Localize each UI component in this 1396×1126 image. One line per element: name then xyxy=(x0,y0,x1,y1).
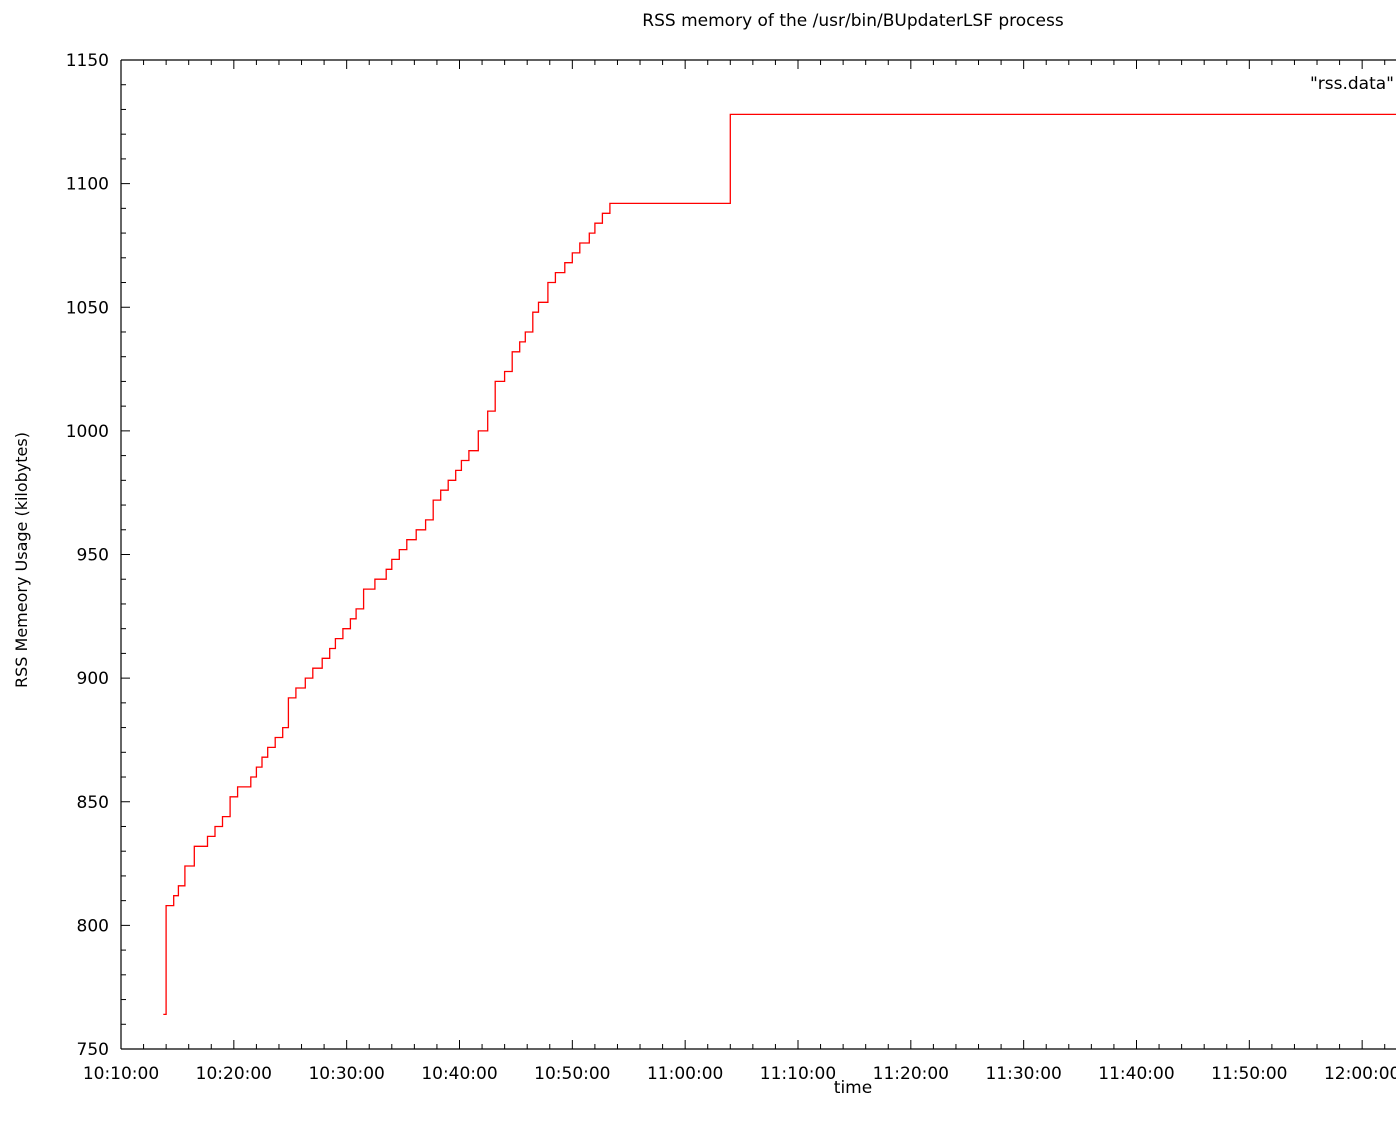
x-tick-label: 10:30:00 xyxy=(308,1064,384,1084)
x-tick-label: 11:30:00 xyxy=(985,1064,1061,1084)
tick-labels: 750 800 850 900 950 1000 1050 1100 1150 10:10:00 1… xyxy=(66,51,1396,1084)
x-tick-label: 11:00:00 xyxy=(647,1064,723,1084)
x-tick-label: 10:50:00 xyxy=(534,1064,610,1084)
x-tick-label: 11:10:00 xyxy=(760,1064,836,1084)
x-tick-label: 11:40:00 xyxy=(1098,1064,1174,1084)
y-tick-label: 850 xyxy=(77,793,109,813)
x-tick-label: 11:50:00 xyxy=(1211,1064,1287,1084)
chart-title: RSS memory of the /usr/bin/BUpdaterLSF p… xyxy=(642,11,1064,31)
series-group xyxy=(163,113,1396,1016)
series-line xyxy=(163,113,1396,1016)
x-tick-label: 10:10:00 xyxy=(83,1064,159,1084)
axes xyxy=(120,59,1396,1050)
legend-label: "rss.data" xyxy=(1310,74,1394,94)
y-tick-label: 750 xyxy=(77,1040,109,1060)
y-tick-label: 1000 xyxy=(66,422,109,442)
x-tick-label: 12:00:00 xyxy=(1324,1064,1396,1084)
y-tick-label: 1150 xyxy=(66,51,109,71)
y-tick-label: 900 xyxy=(77,669,109,689)
x-tick-label: 11:20:00 xyxy=(873,1064,949,1084)
y-tick-label: 1100 xyxy=(66,175,109,195)
x-axis-label: time xyxy=(834,1078,872,1098)
y-tick-label: 950 xyxy=(77,546,109,566)
x-tick-label: 10:40:00 xyxy=(421,1064,497,1084)
y-axis-label: RSS Memeory Usage (kilobytes) xyxy=(12,432,31,688)
x-tick-label: 10:20:00 xyxy=(196,1064,272,1084)
y-tick-label: 800 xyxy=(77,916,109,936)
y-tick-label: 1050 xyxy=(66,298,109,318)
